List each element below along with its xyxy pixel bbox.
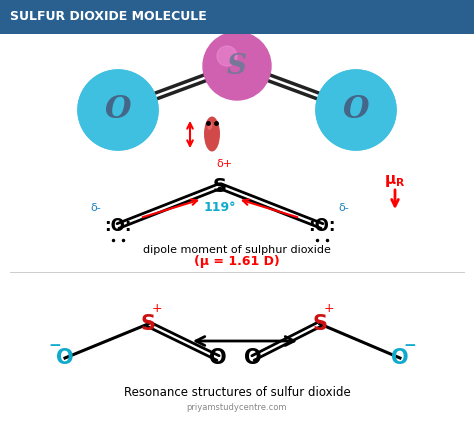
Text: S: S: [312, 314, 328, 334]
Text: +: +: [152, 302, 162, 316]
Circle shape: [203, 32, 271, 100]
Circle shape: [217, 46, 237, 66]
Text: :O:: :O:: [104, 217, 132, 235]
Text: S: S: [140, 314, 155, 334]
Circle shape: [78, 70, 158, 150]
Bar: [0, 0, 474, 34]
Text: O: O: [209, 348, 227, 368]
Text: 119°: 119°: [204, 202, 236, 214]
Text: −: −: [404, 337, 416, 353]
Text: SULFUR DIOXIDE MOLECULE: SULFUR DIOXIDE MOLECULE: [10, 11, 207, 24]
Circle shape: [321, 75, 391, 145]
Text: O: O: [244, 348, 262, 368]
Text: δ-: δ-: [91, 203, 101, 213]
Text: (μ = 1.61 D): (μ = 1.61 D): [194, 255, 280, 269]
Ellipse shape: [204, 116, 220, 151]
Text: dipole moment of sulphur dioxide: dipole moment of sulphur dioxide: [143, 245, 331, 255]
Text: O: O: [105, 95, 131, 126]
Text: $\mathbf{\mu_R}$: $\mathbf{\mu_R}$: [384, 173, 406, 189]
Circle shape: [90, 82, 146, 138]
Text: O: O: [343, 95, 369, 126]
Text: O: O: [391, 348, 409, 368]
Circle shape: [316, 70, 396, 150]
Text: O: O: [56, 348, 74, 368]
Circle shape: [328, 82, 384, 138]
Circle shape: [78, 70, 158, 150]
Text: Resonance structures of sulfur dioxide: Resonance structures of sulfur dioxide: [124, 385, 350, 399]
Circle shape: [316, 70, 396, 150]
Text: δ-: δ-: [338, 203, 349, 213]
Text: S: S: [227, 52, 247, 79]
Text: priyamstudycentre.com: priyamstudycentre.com: [187, 404, 287, 412]
Text: S: S: [213, 177, 227, 195]
Text: :O:: :O:: [308, 217, 336, 235]
Text: −: −: [49, 337, 61, 353]
Circle shape: [83, 75, 153, 145]
Text: +: +: [324, 302, 334, 316]
Ellipse shape: [207, 122, 213, 130]
Text: δ+: δ+: [216, 159, 232, 169]
